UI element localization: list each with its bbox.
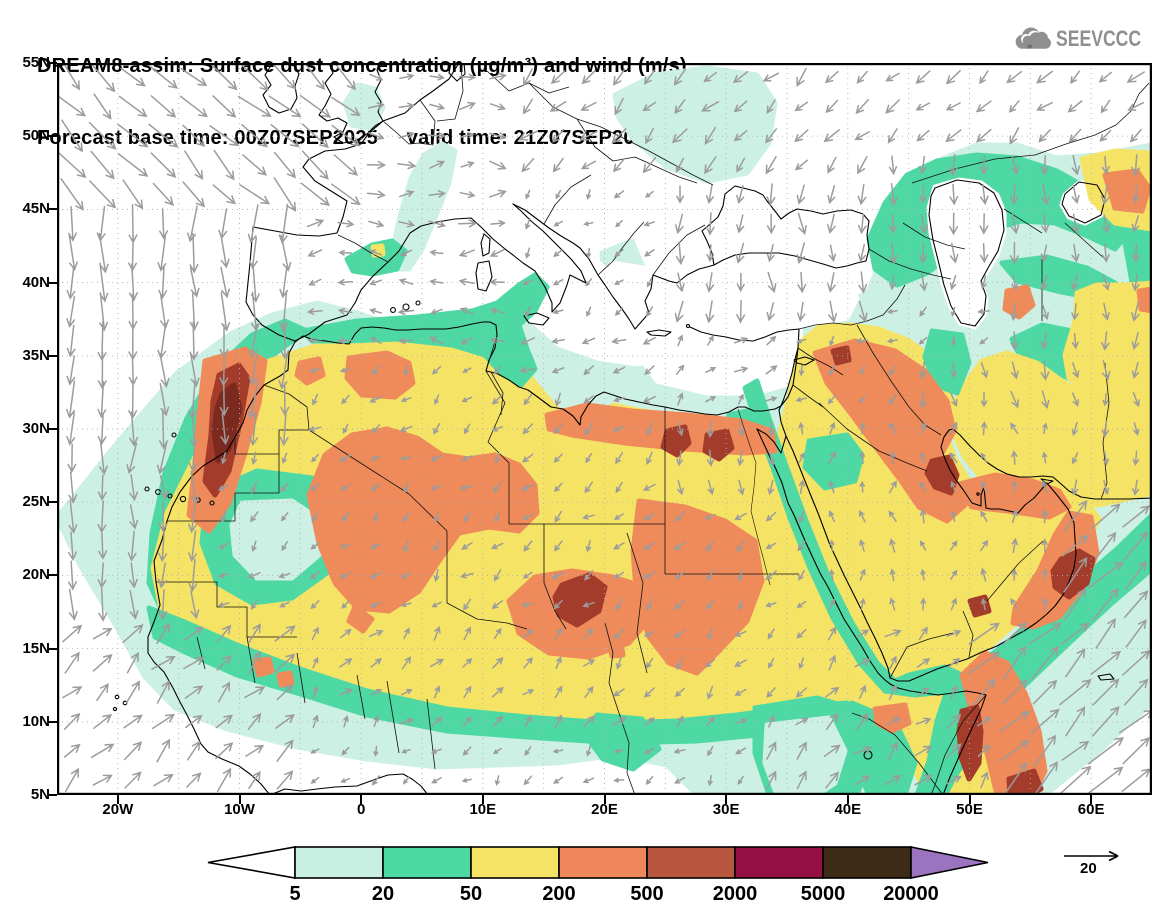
colorbar-segment	[294, 846, 384, 879]
lon-tick	[725, 795, 728, 804]
wind-reference: 20	[1052, 846, 1152, 896]
colorbar-label: 2000	[713, 883, 758, 905]
colorbar-segment	[646, 846, 736, 879]
lat-tick	[48, 354, 57, 357]
lat-tick	[48, 135, 57, 138]
colorbar-label: 20	[372, 883, 394, 905]
colorbar-segment	[470, 846, 560, 879]
lat-tick-label: 50N	[22, 127, 50, 145]
dust-region-cyan	[612, 65, 778, 184]
dust-map-svg	[54, 62, 1155, 799]
lat-tick	[48, 647, 57, 650]
map-frame	[56, 62, 1153, 796]
country-borders-layer	[156, 64, 1150, 796]
dust-region-core	[830, 345, 852, 366]
dust-region-cyan	[387, 141, 458, 272]
seevccc-logo: » SEEVCCC	[1012, 16, 1162, 62]
colorbar: 5 20 50 200 500 2000 5000 20000	[207, 846, 989, 905]
lat-tick	[48, 208, 57, 211]
lon-tick-label: 20E	[591, 801, 618, 818]
lat-tick-label: 20N	[22, 566, 50, 584]
wind-vector-field	[57, 62, 1154, 799]
dust-region-orange	[344, 350, 416, 400]
lat-tick-label: 35N	[22, 346, 50, 364]
dust-region-orange	[306, 426, 540, 614]
lon-tick-label: 30E	[712, 801, 740, 818]
logo-chevrons: »	[1027, 41, 1033, 52]
lat-tick-label: 30N	[22, 420, 50, 437]
lon-tick	[360, 795, 363, 804]
dust-region-cyan	[342, 82, 386, 132]
coastline-layer	[112, 62, 1153, 796]
lat-tick	[48, 794, 57, 796]
colorbar-label: 50	[460, 883, 482, 905]
colorbar-segment	[558, 846, 648, 879]
dust-region-core	[702, 428, 735, 462]
colorbar-label: 5000	[801, 883, 846, 905]
colorbar-label: 5	[289, 883, 300, 905]
lat-tick	[48, 62, 57, 64]
lon-tick-label: 50E	[956, 801, 983, 818]
logo-text: SEEVCCC	[1055, 26, 1141, 51]
dust-region-orange	[1002, 284, 1036, 320]
dust-region-teal	[582, 712, 662, 772]
colorbar-segment	[382, 846, 472, 879]
lon-tick-label: 60E	[1077, 801, 1105, 818]
dust-region-core	[552, 572, 608, 628]
lat-tick-label: 25N	[22, 493, 50, 511]
dust-region-white	[684, 180, 872, 271]
cloud-icon: »	[1015, 27, 1051, 52]
lon-tick-label: 0	[356, 801, 366, 818]
dust-contour-layer	[54, 65, 1155, 798]
lon-tick	[846, 795, 849, 804]
lon-tick	[1090, 795, 1093, 804]
dust-region-core	[924, 454, 960, 496]
dust-region-teal	[922, 328, 972, 396]
dust-region-orange	[346, 604, 375, 634]
lat-tick	[48, 501, 57, 504]
lon-tick-label: 10W	[224, 801, 255, 818]
lat-tick-label: 40N	[22, 273, 50, 291]
dust-region-orange	[252, 656, 275, 678]
lat-tick-label: 10N	[22, 712, 50, 730]
lat-tick-label: 15N	[22, 639, 50, 657]
dust-region-core2	[211, 382, 243, 464]
title-line1: DREAM8-assim: Surface dust concentration…	[37, 55, 687, 77]
lat-tick-label: 5N	[30, 786, 50, 803]
map-area	[54, 62, 1155, 799]
lat-tick	[48, 574, 57, 577]
lat-tick	[48, 281, 57, 284]
wind-reference-value: 20	[1080, 860, 1097, 877]
dust-region-orange	[872, 702, 912, 734]
colorbar-label: 200	[542, 883, 575, 905]
lat-tick-label: 45N	[22, 200, 50, 218]
lon-tick	[481, 795, 484, 804]
dust-region-orange	[276, 670, 295, 688]
lon-tick-label: 10E	[469, 801, 497, 818]
lat-tick	[48, 428, 57, 430]
colorbar-arrow-right	[910, 846, 989, 879]
lon-tick	[603, 795, 606, 804]
lon-tick-label: 20W	[102, 801, 134, 818]
colorbar-segment	[822, 846, 912, 879]
lon-tick-label: 40E	[834, 801, 862, 818]
lon-tick	[968, 795, 971, 804]
dust-region-cyan	[229, 498, 325, 581]
lat-tick-label: 55N	[22, 54, 50, 71]
dust-region-core	[956, 704, 984, 782]
wind-reference-arrow	[1064, 850, 1119, 862]
dust-region-cyan	[762, 715, 848, 798]
colorbar-label: 500	[630, 883, 663, 905]
lat-tick	[48, 720, 57, 723]
wind-arrows-layer	[57, 62, 1154, 799]
lon-tick	[238, 795, 241, 804]
dust-region-core	[967, 594, 992, 618]
colorbar-segment	[734, 846, 824, 879]
dust-region-orange	[1102, 168, 1152, 214]
lon-tick	[116, 795, 119, 804]
colorbar-arrow-left	[207, 846, 296, 879]
colorbar-label: 20000	[883, 883, 939, 905]
